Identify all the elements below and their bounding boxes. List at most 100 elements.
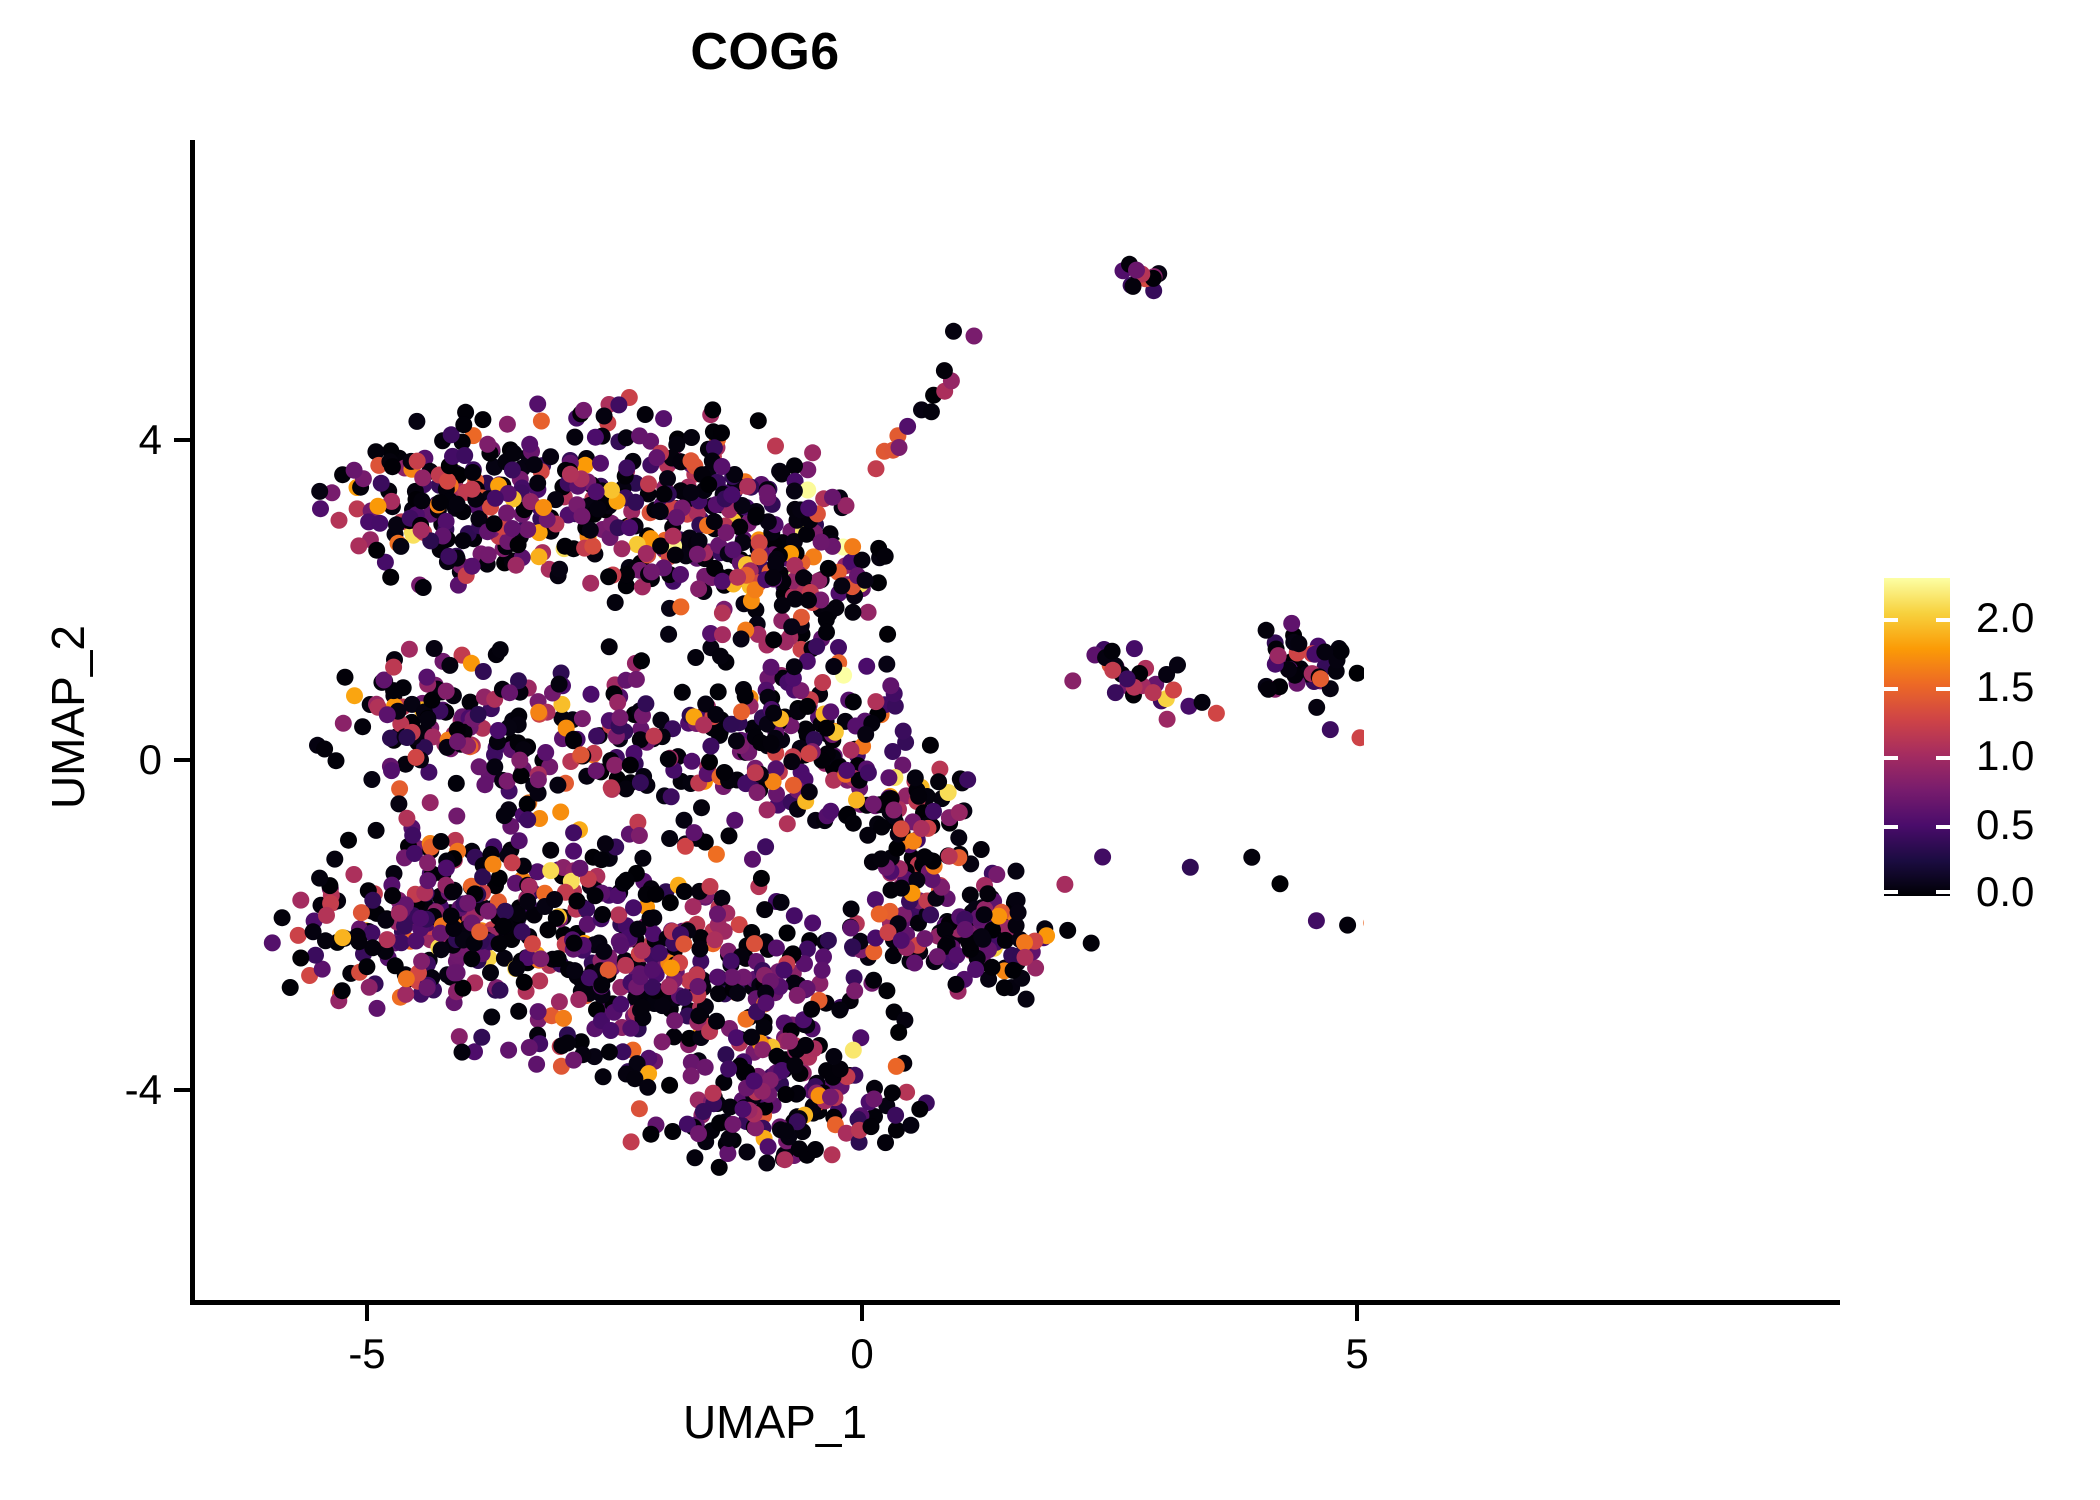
scatter-point bbox=[382, 568, 400, 586]
scatter-point bbox=[529, 784, 547, 802]
scatter-point bbox=[1271, 875, 1289, 893]
scatter-point bbox=[627, 670, 645, 688]
scatter-point bbox=[496, 902, 514, 920]
scatter-point bbox=[922, 403, 940, 421]
scatter-point bbox=[1165, 681, 1182, 699]
scatter-point bbox=[690, 532, 708, 550]
scatter-point bbox=[437, 512, 455, 530]
scatter-point bbox=[532, 412, 550, 430]
scatter-point bbox=[498, 504, 516, 522]
scatter-point bbox=[599, 961, 617, 979]
scatter-point bbox=[292, 949, 310, 967]
scatter-point bbox=[898, 1083, 916, 1101]
colorbar-tick-0p0-right bbox=[1936, 890, 1950, 894]
scatter-point bbox=[666, 546, 684, 564]
scatter-point bbox=[784, 776, 802, 794]
scatter-point bbox=[781, 1032, 799, 1050]
scatter-point bbox=[726, 466, 744, 483]
scatter-point bbox=[910, 787, 928, 805]
scatter-point bbox=[376, 553, 394, 571]
scatter-point bbox=[566, 428, 584, 446]
scatter-point bbox=[696, 833, 714, 851]
scatter-point bbox=[525, 456, 543, 474]
scatter-point bbox=[660, 978, 678, 996]
scatter-point bbox=[580, 969, 598, 987]
scatter-point bbox=[697, 695, 715, 713]
scatter-point bbox=[470, 510, 488, 528]
scatter-point bbox=[707, 845, 725, 863]
scatter-point bbox=[772, 893, 790, 911]
scatter-point bbox=[498, 415, 516, 433]
scatter-point bbox=[643, 563, 660, 581]
scatter-point bbox=[884, 947, 902, 965]
scatter-point bbox=[367, 821, 385, 839]
scatter-point bbox=[704, 1084, 722, 1102]
scatter-point bbox=[720, 1130, 738, 1147]
scatter-point bbox=[879, 924, 897, 941]
scatter-point bbox=[486, 489, 504, 507]
scatter-point bbox=[631, 731, 649, 749]
scatter-point bbox=[738, 1143, 756, 1161]
scatter-point bbox=[713, 458, 731, 475]
scatter-point bbox=[979, 885, 997, 903]
scatter-point bbox=[621, 519, 639, 537]
scatter-point bbox=[454, 532, 472, 550]
scatter-point bbox=[803, 1000, 821, 1018]
scatter-point bbox=[327, 752, 345, 770]
scatter-point bbox=[596, 835, 614, 853]
scatter-point bbox=[529, 1003, 547, 1021]
scatter-point bbox=[833, 577, 851, 595]
scatter-point bbox=[884, 743, 902, 760]
scatter-point bbox=[715, 1073, 733, 1091]
scatter-point bbox=[888, 839, 906, 857]
scatter-point bbox=[935, 362, 953, 380]
scatter-point bbox=[581, 521, 599, 539]
scatter-point bbox=[783, 618, 801, 636]
scatter-point bbox=[1103, 642, 1121, 660]
scatter-point bbox=[414, 469, 432, 487]
scatter-point bbox=[701, 878, 719, 895]
scatter-point bbox=[913, 820, 930, 837]
scatter-point bbox=[859, 764, 877, 782]
scatter-point bbox=[706, 559, 724, 577]
y-tick-label-0: 0 bbox=[138, 736, 162, 783]
scatter-point bbox=[442, 907, 460, 925]
x-tick-label-minus5: -5 bbox=[348, 1330, 386, 1377]
scatter-point bbox=[662, 959, 680, 977]
scatter-point bbox=[589, 500, 607, 518]
scatter-point bbox=[572, 1033, 590, 1051]
scatter-point bbox=[553, 695, 571, 713]
scatter-point bbox=[559, 1034, 577, 1052]
scatter-point bbox=[796, 955, 813, 973]
scatter-point bbox=[806, 1141, 824, 1158]
scatter-point bbox=[1257, 621, 1275, 639]
scatter-point bbox=[550, 993, 568, 1011]
scatter-point bbox=[340, 831, 357, 849]
scatter-point bbox=[824, 488, 841, 506]
scatter-point bbox=[804, 444, 822, 462]
scatter-point bbox=[916, 930, 934, 948]
scatter-point bbox=[754, 1041, 772, 1059]
scatter-point bbox=[710, 985, 727, 1003]
scatter-point bbox=[800, 783, 818, 801]
scatter-point bbox=[661, 830, 679, 847]
scatter-point bbox=[812, 591, 830, 609]
scatter-point bbox=[509, 536, 527, 554]
scatter-point bbox=[764, 773, 782, 791]
scatter-point bbox=[529, 771, 547, 789]
scatter-point bbox=[628, 1055, 646, 1073]
scatter-point bbox=[1307, 912, 1325, 930]
colorbar-gradient bbox=[1884, 578, 1950, 896]
scatter-point bbox=[397, 985, 415, 1003]
scatter-point bbox=[710, 1158, 728, 1176]
scatter-point bbox=[447, 774, 465, 792]
scatter-point bbox=[908, 871, 926, 889]
scatter-point bbox=[1348, 664, 1364, 682]
scatter-point bbox=[746, 764, 764, 782]
scatter-point bbox=[1016, 948, 1034, 966]
scatter-point bbox=[633, 998, 651, 1016]
scatter-point bbox=[1193, 693, 1211, 711]
scatter-point bbox=[690, 1125, 707, 1143]
scatter-point bbox=[292, 891, 310, 909]
scatter-point bbox=[732, 630, 750, 648]
